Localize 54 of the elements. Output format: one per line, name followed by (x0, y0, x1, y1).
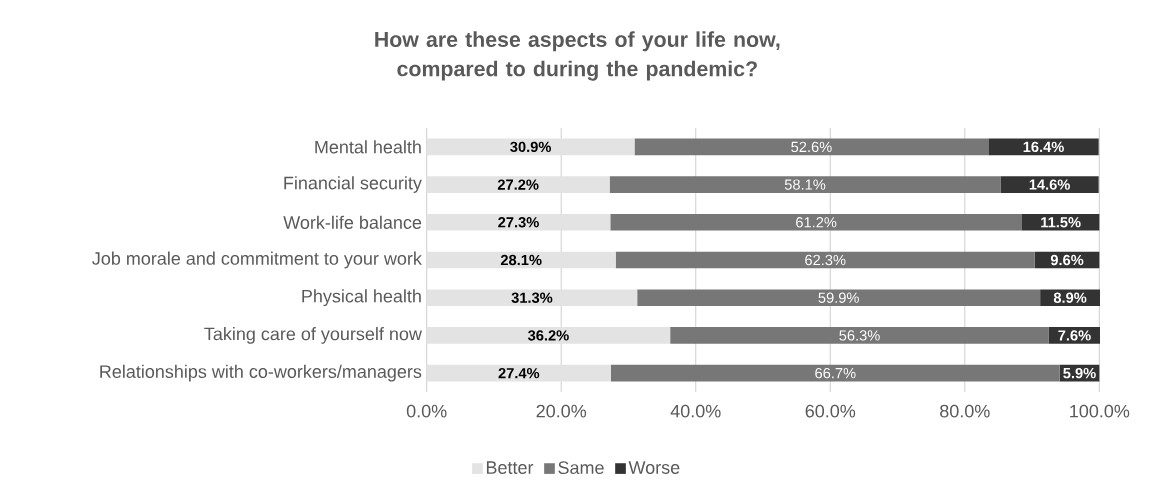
y-tick-label: Mental health (315, 140, 421, 154)
bar (1021, 213, 1100, 231)
bar (615, 251, 1035, 269)
x-tick-label: 80.0% (940, 404, 990, 418)
data-label: 5.9% (1063, 367, 1096, 379)
data-label: 27.3% (498, 217, 539, 228)
bar (610, 364, 1060, 382)
data-label: 11.5% (1041, 217, 1081, 228)
bar (670, 327, 1049, 344)
data-label: 27.2% (497, 179, 539, 190)
chart-title: How are these aspects of your life now, compared to during the pandemic? (375, 31, 780, 81)
data-label: 9.6% (1050, 254, 1084, 266)
data-label: 28.1% (500, 254, 542, 266)
bar (426, 138, 635, 156)
bar (426, 176, 610, 193)
data-label: 8.9% (1053, 292, 1087, 303)
bar (426, 327, 671, 344)
legend-label: Worse (628, 461, 680, 474)
bar (637, 289, 1041, 307)
legend-label: Better (486, 461, 534, 474)
x-tick-label: 60.0% (805, 404, 856, 418)
data-label: 16.4% (1023, 141, 1064, 153)
data-label: 59.9% (818, 292, 859, 303)
y-tick-label: Financial security (284, 176, 422, 193)
data-label: 30.9% (510, 141, 551, 153)
data-label: 36.2% (527, 330, 569, 341)
data-label: 7.6% (1058, 330, 1091, 341)
bar (609, 176, 1001, 193)
bar (426, 213, 611, 231)
bar (634, 138, 989, 156)
data-label: 31.3% (511, 292, 553, 303)
bar (610, 213, 1022, 231)
y-tick-label: Work-life balance (283, 215, 422, 229)
y-tick-label: Physical health (302, 289, 421, 307)
data-label: 58.1% (784, 179, 826, 190)
legend-label: Same (558, 461, 604, 475)
data-label: 61.2% (796, 217, 837, 228)
x-tick-label: 20.0% (536, 404, 587, 418)
data-label: 52.6% (791, 141, 832, 153)
y-tick-label: Relationships with co-workers/managers (100, 364, 422, 382)
x-tick-label: 100.0% (1070, 404, 1130, 418)
bar (426, 289, 638, 307)
data-label: 66.7% (815, 367, 856, 379)
x-tick-label: 40.0% (670, 404, 721, 418)
x-tick-label: 0.0% (406, 404, 447, 418)
y-tick-label: Taking care of yourself now (204, 327, 422, 344)
bar (426, 364, 611, 382)
data-label: 56.3% (839, 330, 880, 341)
data-label: 62.3% (805, 254, 846, 266)
bar (426, 251, 616, 269)
bar (1000, 176, 1099, 193)
y-tick-label: Job morale and commitment to your work (92, 251, 422, 269)
data-label: 27.4% (498, 367, 540, 379)
data-label: 14.6% (1029, 179, 1070, 190)
